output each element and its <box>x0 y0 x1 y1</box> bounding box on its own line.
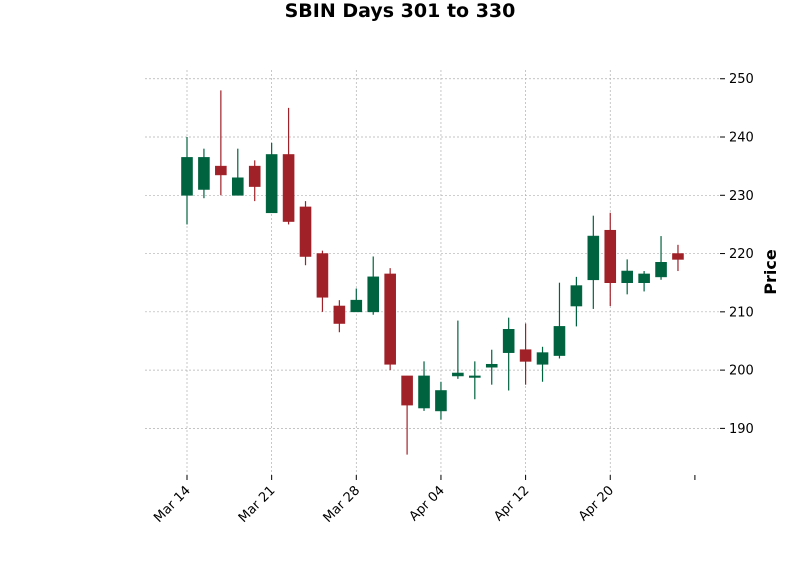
x-tick-label: Apr 20 <box>576 483 617 524</box>
candle-body <box>265 154 278 214</box>
candle <box>350 288 363 313</box>
candle <box>672 244 684 272</box>
candle <box>333 300 346 333</box>
chart-title: SBIN Days 301 to 330 <box>285 0 516 22</box>
candle <box>485 349 498 385</box>
candle-body <box>316 253 329 298</box>
candle <box>248 160 261 202</box>
candle-body <box>231 177 244 196</box>
candle-body <box>435 390 447 412</box>
candle <box>316 250 329 312</box>
x-tick-label: Apr 04 <box>407 483 448 524</box>
candle <box>553 282 566 359</box>
candle-body <box>215 165 227 176</box>
y-tick-label: 190 <box>729 422 754 437</box>
y-tick-label: 240 <box>729 131 754 146</box>
candle <box>299 201 312 266</box>
candle-body <box>587 235 600 281</box>
y-tick-label: 230 <box>729 189 754 204</box>
candle-body <box>452 372 464 377</box>
candle-body <box>570 285 583 307</box>
candle <box>435 381 447 420</box>
y-tick-label: 200 <box>729 364 754 379</box>
candle-body <box>519 349 532 362</box>
x-tick-label: Mar 14 <box>151 483 194 526</box>
candle-body <box>553 326 566 356</box>
candle <box>215 90 227 196</box>
candle <box>181 137 193 225</box>
candle-body <box>502 329 515 353</box>
candle-body <box>401 375 413 406</box>
y-tick-label: 210 <box>729 305 754 320</box>
grid-layer <box>145 70 720 475</box>
candle-body <box>282 154 295 222</box>
candle <box>452 320 464 379</box>
candle-body <box>299 206 312 257</box>
candle <box>587 215 600 309</box>
candle <box>198 148 210 199</box>
x-tick-label: Mar 21 <box>236 483 279 526</box>
y-tick-label: 250 <box>729 72 754 87</box>
candle-body <box>367 276 380 313</box>
candle-body <box>350 299 363 313</box>
candle <box>536 346 549 382</box>
candle <box>570 276 583 327</box>
candle-body <box>536 352 549 365</box>
candle <box>282 107 295 225</box>
candle-body <box>198 157 210 190</box>
x-tick-label: Apr 12 <box>491 483 532 524</box>
candle <box>604 212 617 307</box>
candle-body <box>418 375 430 409</box>
candle <box>621 259 633 295</box>
candle <box>367 256 380 315</box>
candle <box>384 268 396 371</box>
y-axis: 190 200 210 220 230 240 250 <box>720 72 754 437</box>
candle-body <box>672 253 684 260</box>
candle <box>231 148 244 196</box>
candle <box>401 375 413 455</box>
candle <box>502 317 515 391</box>
candle-body <box>181 157 193 196</box>
candle <box>655 236 667 280</box>
candle-body <box>604 229 617 283</box>
candle-body <box>333 305 346 324</box>
candle-body <box>655 262 667 278</box>
candle <box>265 142 278 214</box>
candle-body <box>485 363 498 368</box>
y-axis-label: Price <box>761 249 780 295</box>
candle-body <box>384 273 396 365</box>
candle <box>418 361 430 411</box>
y-tick-label: 220 <box>729 247 754 262</box>
x-axis: Mar 14 Mar 21 Mar 28 Apr 04 Apr 12 Apr 20 <box>151 475 696 526</box>
candle <box>469 361 481 400</box>
candle-body <box>469 375 481 378</box>
candle <box>638 271 650 292</box>
candle-body <box>248 165 261 187</box>
x-tick-label: Mar 28 <box>321 483 364 526</box>
candle <box>519 323 532 385</box>
candle-body <box>638 273 650 283</box>
candle-body <box>621 270 633 283</box>
candles-layer <box>181 90 684 455</box>
